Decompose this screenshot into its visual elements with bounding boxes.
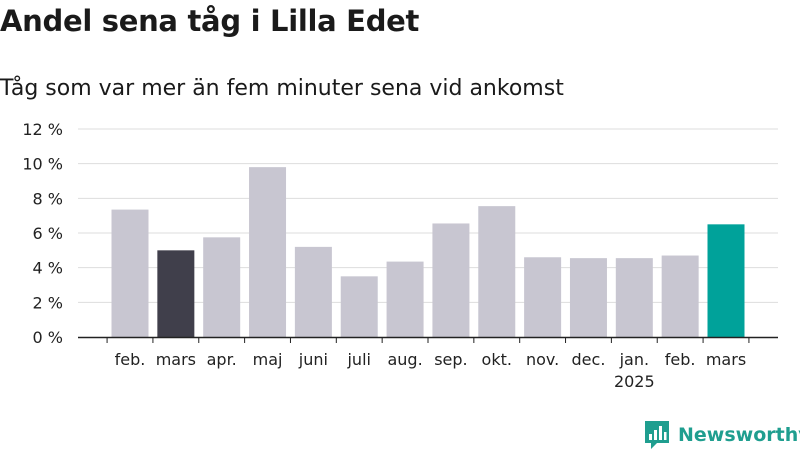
x-tick-label: dec. xyxy=(572,350,606,369)
y-tick-label: 0 % xyxy=(33,328,63,347)
x-tick-label: apr. xyxy=(207,350,237,369)
x-tick-label: mars xyxy=(706,350,746,369)
x-tick-label: jan. xyxy=(619,350,649,369)
bar xyxy=(661,255,699,337)
bar xyxy=(478,206,516,337)
x-tick-label: juli xyxy=(346,350,370,369)
bar xyxy=(524,257,562,337)
newsworthy-logo-icon xyxy=(645,421,669,449)
y-tick-label: 8 % xyxy=(33,189,63,208)
x-tick-label: maj xyxy=(253,350,283,369)
bar xyxy=(111,209,149,337)
x-tick-label: juni xyxy=(298,350,328,369)
bar-chart: 0 %2 %4 %6 %8 %10 %12 %feb. mars apr. maj ju… xyxy=(22,120,778,391)
bar xyxy=(569,258,607,337)
x-tick-label: feb. xyxy=(115,350,146,369)
x-tick-label: aug. xyxy=(387,350,422,369)
bar xyxy=(157,250,195,337)
bar xyxy=(615,258,653,337)
x-year-label: 2025 xyxy=(614,372,655,391)
y-tick-label: 6 % xyxy=(33,224,63,243)
y-tick-label: 4 % xyxy=(33,259,63,278)
x-tick-label: sep. xyxy=(434,350,467,369)
x-tick-label: okt. xyxy=(482,350,512,369)
y-tick-label: 10 % xyxy=(22,155,63,174)
x-tick-label: feb. xyxy=(665,350,696,369)
brand-name: Newsworthy xyxy=(678,424,800,446)
bar xyxy=(203,237,241,337)
brand-logo: Newsworthy xyxy=(644,420,800,450)
bar xyxy=(340,276,378,337)
bar xyxy=(386,261,424,337)
chart-title: Andel sena tåg i Lilla Edet xyxy=(0,4,420,38)
bar xyxy=(707,224,745,337)
x-tick-label: mars xyxy=(156,350,196,369)
bar xyxy=(294,246,332,337)
bar xyxy=(249,167,287,337)
bar xyxy=(432,223,470,337)
chart-subtitle: Tåg som var mer än fem minuter sena vid … xyxy=(0,76,564,101)
y-tick-label: 12 % xyxy=(22,120,63,139)
x-tick-label: nov. xyxy=(526,350,559,369)
y-tick-label: 2 % xyxy=(33,293,63,312)
